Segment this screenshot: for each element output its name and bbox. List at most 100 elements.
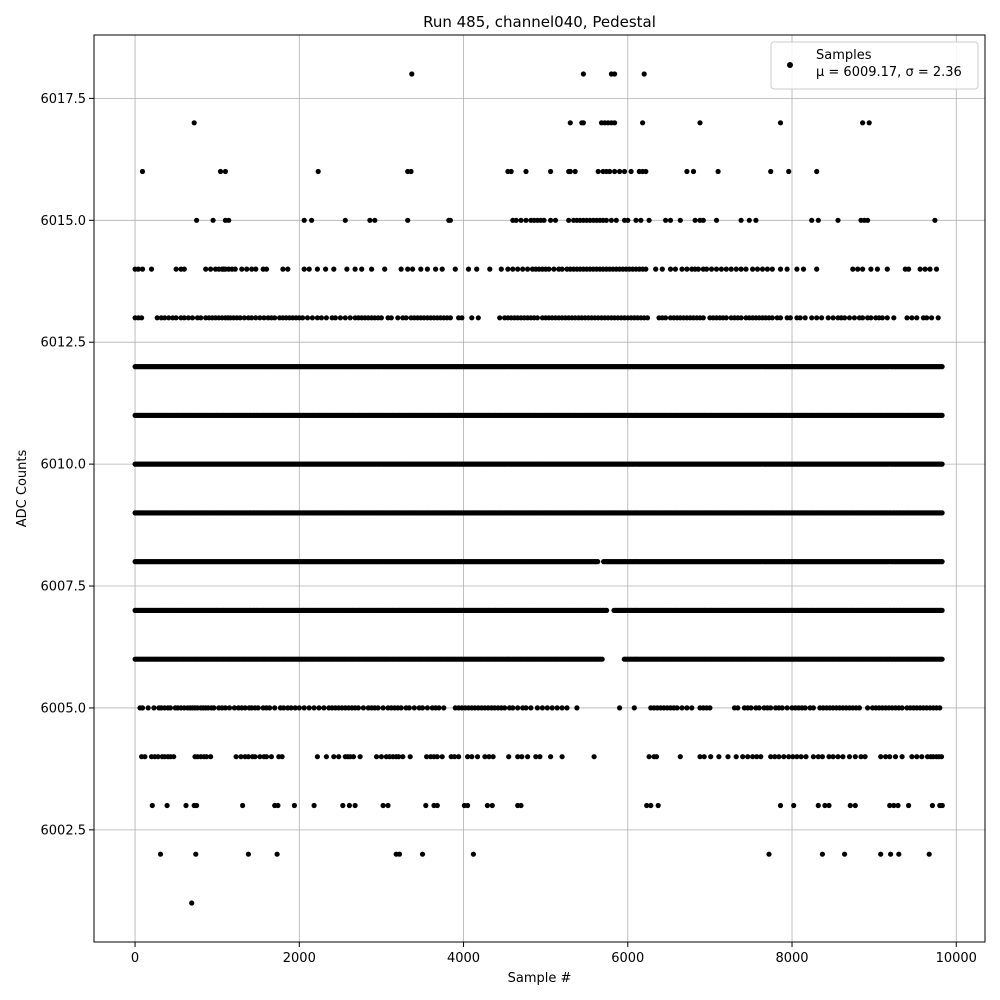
sample-point <box>787 315 794 321</box>
sample-point <box>939 656 945 662</box>
sample-point <box>684 266 690 272</box>
sample-point <box>617 705 623 711</box>
sample-point <box>198 315 204 321</box>
sample-point <box>352 266 358 272</box>
sample-point <box>424 266 430 272</box>
sample-point <box>852 754 858 760</box>
sample-point <box>628 168 634 175</box>
sample-point <box>939 607 945 614</box>
sample-point <box>815 754 821 760</box>
sample-point <box>510 266 516 272</box>
sample-point <box>525 266 531 272</box>
sample-point <box>255 705 261 711</box>
sample-point <box>541 217 547 223</box>
sample-point <box>505 266 511 272</box>
sample-point <box>684 705 690 711</box>
sample-point <box>357 754 363 760</box>
sample-point <box>306 705 312 711</box>
sample-point <box>373 754 380 760</box>
sample-point <box>784 705 790 711</box>
sample-point <box>776 754 782 760</box>
sample-point <box>866 120 872 126</box>
sample-point <box>459 315 465 321</box>
sample-point <box>253 266 259 272</box>
sample-point <box>769 266 775 272</box>
sample-point <box>296 705 302 711</box>
sample-point <box>244 266 250 272</box>
sample-point <box>347 315 353 321</box>
sample-point <box>891 802 897 809</box>
sample-point <box>452 266 458 272</box>
sample-point <box>663 217 669 223</box>
sample-point <box>580 71 587 77</box>
sample-point <box>502 705 508 711</box>
sample-point <box>887 802 893 809</box>
sample-point <box>819 754 826 760</box>
sample-point <box>819 851 826 857</box>
sample-point <box>700 217 706 223</box>
sample-point <box>754 266 761 272</box>
sample-point <box>892 754 899 760</box>
sample-point <box>513 217 519 223</box>
sample-point <box>906 266 912 272</box>
sample-point <box>157 851 164 857</box>
sample-point <box>865 705 871 711</box>
sample-point <box>533 754 539 760</box>
sample-point <box>434 802 440 809</box>
sample-point <box>895 802 901 809</box>
sample-point <box>434 754 440 760</box>
sample-point <box>267 705 273 711</box>
sample-point <box>451 754 458 760</box>
sample-point <box>232 266 238 272</box>
sample-point <box>738 315 744 321</box>
sample-point <box>336 754 342 760</box>
sample-point <box>474 266 480 272</box>
sample-point <box>523 217 529 223</box>
y-tick-label: 6005.0 <box>41 701 87 716</box>
sample-point <box>447 217 453 223</box>
sample-point <box>612 71 618 77</box>
sample-point <box>497 315 503 321</box>
sample-point <box>380 705 386 711</box>
sample-point <box>189 315 196 321</box>
y-tick-label: 6007.5 <box>41 580 87 595</box>
sample-point <box>423 802 429 809</box>
sample-point <box>933 266 940 272</box>
sample-point <box>927 266 933 272</box>
sample-point <box>667 266 674 272</box>
sample-point <box>784 266 790 272</box>
sample-point <box>803 754 809 760</box>
sample-point <box>612 120 618 126</box>
sample-point <box>332 315 338 321</box>
sample-point <box>359 266 365 272</box>
sample-point <box>148 266 155 272</box>
sample-point <box>766 851 772 857</box>
sample-point <box>203 266 209 272</box>
sample-point <box>378 315 384 321</box>
sample-point <box>238 754 244 760</box>
sample-point <box>233 754 239 760</box>
sample-point <box>842 851 848 857</box>
sample-point <box>226 705 233 711</box>
sample-point <box>914 315 920 321</box>
sample-point <box>559 754 565 760</box>
sample-point <box>372 217 378 223</box>
sample-point <box>311 705 317 711</box>
sample-point <box>777 802 784 809</box>
sample-point <box>904 315 910 321</box>
sample-point <box>779 705 785 711</box>
sample-point <box>800 266 807 272</box>
sample-point <box>830 315 836 321</box>
sample-point <box>300 315 306 321</box>
sample-point <box>638 217 644 223</box>
sample-point <box>862 754 868 760</box>
sample-point <box>407 754 413 760</box>
sample-point <box>323 266 329 272</box>
sample-point <box>695 266 702 272</box>
sample-point <box>342 217 348 223</box>
sample-point <box>523 705 529 711</box>
sample-point <box>537 754 543 760</box>
sample-point <box>754 754 760 760</box>
sample-point <box>745 754 751 760</box>
sample-point <box>781 754 787 760</box>
